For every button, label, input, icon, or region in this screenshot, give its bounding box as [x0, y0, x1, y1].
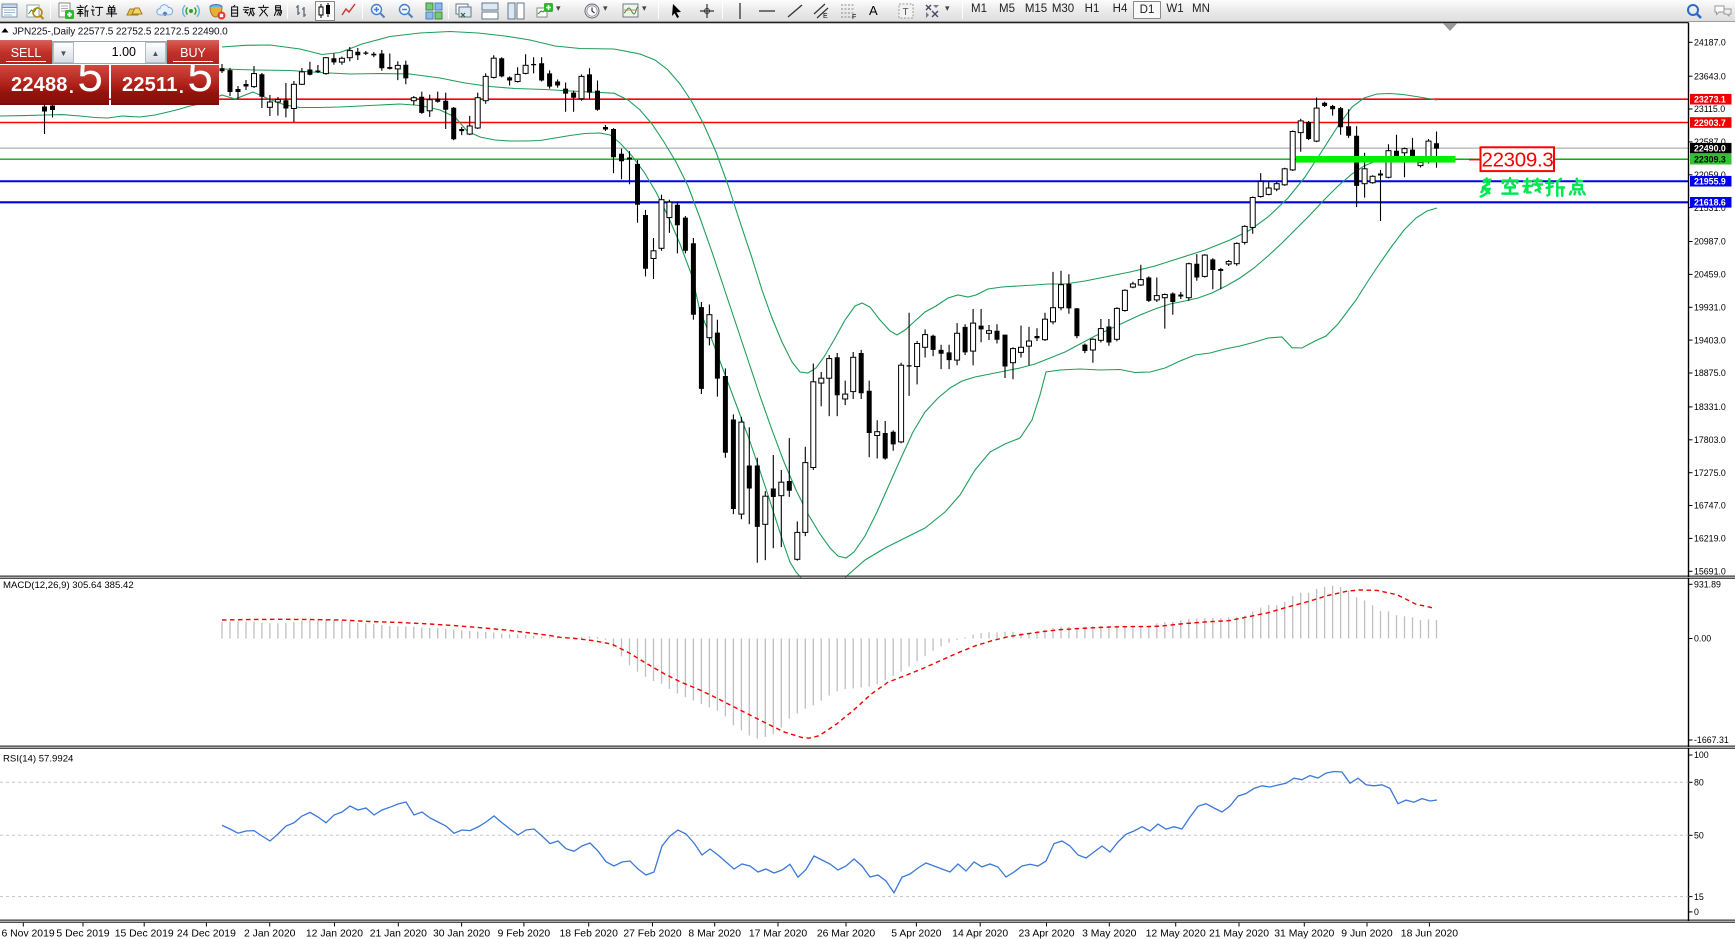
svg-text:6 Nov 2019: 6 Nov 2019 — [2, 929, 55, 939]
svg-text:22309.3: 22309.3 — [1694, 155, 1726, 165]
svg-text:MACD(12,26,9) 305.64 385.42: MACD(12,26,9) 305.64 385.42 — [3, 580, 134, 591]
svg-text:5 Apr 2020: 5 Apr 2020 — [891, 929, 941, 939]
svg-text:JPN225-,Daily 22577.5 22752.5: JPN225-,Daily 22577.5 22752.5 22172.5 22… — [13, 27, 229, 38]
svg-text:22059.0: 22059.0 — [1694, 170, 1726, 180]
svg-text:22587.0: 22587.0 — [1694, 137, 1726, 147]
svg-text:19403.0: 19403.0 — [1694, 335, 1726, 345]
svg-text:22490.0: 22490.0 — [1694, 144, 1726, 154]
svg-text:12 Jan 2020: 12 Jan 2020 — [306, 929, 363, 939]
svg-text:0: 0 — [1694, 907, 1699, 917]
svg-text:18875.0: 18875.0 — [1694, 368, 1726, 378]
svg-text:E: E — [823, 13, 828, 20]
svg-text:T: T — [903, 7, 909, 18]
svg-text:F: F — [852, 14, 856, 20]
svg-text:23115.0: 23115.0 — [1694, 104, 1725, 114]
svg-text:20987.0: 20987.0 — [1694, 237, 1726, 247]
svg-text:9 Jun 2020: 9 Jun 2020 — [1341, 929, 1393, 939]
svg-text:17803.0: 17803.0 — [1694, 435, 1726, 445]
svg-text:-1667.31: -1667.31 — [1694, 735, 1729, 745]
svg-text:18 Feb 2020: 18 Feb 2020 — [560, 929, 619, 939]
svg-text:17275.0: 17275.0 — [1694, 468, 1726, 478]
svg-text:100: 100 — [1694, 750, 1709, 760]
svg-text:14 Apr 2020: 14 Apr 2020 — [952, 929, 1008, 939]
svg-text:3 May 2020: 3 May 2020 — [1082, 929, 1137, 939]
svg-text:15691.0: 15691.0 — [1694, 567, 1726, 577]
svg-text:19931.0: 19931.0 — [1694, 303, 1726, 313]
svg-text:24 Dec 2019: 24 Dec 2019 — [177, 929, 236, 939]
svg-text:24187.0: 24187.0 — [1694, 38, 1726, 48]
svg-text:931.89: 931.89 — [1694, 580, 1721, 590]
svg-text:15: 15 — [1694, 892, 1704, 902]
svg-text:18 Jun 2020: 18 Jun 2020 — [1401, 929, 1458, 939]
svg-text:21 May 2020: 21 May 2020 — [1209, 929, 1269, 939]
svg-text:16219.0: 16219.0 — [1694, 534, 1726, 544]
svg-text:16747.0: 16747.0 — [1694, 501, 1726, 511]
svg-text:20459.0: 20459.0 — [1694, 270, 1726, 280]
svg-text:21955.9: 21955.9 — [1694, 177, 1726, 187]
svg-text:22903.7: 22903.7 — [1694, 118, 1726, 128]
svg-text:2 Jan 2020: 2 Jan 2020 — [244, 929, 296, 939]
svg-text:27 Feb 2020: 27 Feb 2020 — [623, 929, 682, 939]
svg-text:23 Apr 2020: 23 Apr 2020 — [1018, 929, 1074, 939]
svg-text:15 Dec 2019: 15 Dec 2019 — [115, 929, 174, 939]
svg-text:21531.0: 21531.0 — [1694, 203, 1726, 213]
svg-text:21 Jan 2020: 21 Jan 2020 — [370, 929, 427, 939]
svg-text:26 Mar 2020: 26 Mar 2020 — [817, 929, 876, 939]
svg-text:5 Dec 2019: 5 Dec 2019 — [56, 929, 109, 939]
svg-text:8 Mar 2020: 8 Mar 2020 — [688, 929, 741, 939]
svg-text:12 May 2020: 12 May 2020 — [1146, 929, 1206, 939]
svg-text:50: 50 — [1694, 831, 1704, 841]
svg-text:22309.3: 22309.3 — [1481, 149, 1553, 172]
svg-text:23273.1: 23273.1 — [1694, 95, 1726, 105]
svg-text:80: 80 — [1694, 778, 1704, 788]
svg-text:18331.0: 18331.0 — [1694, 402, 1726, 412]
svg-text:9 Feb 2020: 9 Feb 2020 — [498, 929, 551, 939]
svg-text:30 Jan 2020: 30 Jan 2020 — [433, 929, 490, 939]
svg-text:17 Mar 2020: 17 Mar 2020 — [749, 929, 808, 939]
svg-text:23643.0: 23643.0 — [1694, 71, 1726, 81]
svg-text:21618.6: 21618.6 — [1694, 198, 1726, 208]
svg-text:RSI(14) 57.9924: RSI(14) 57.9924 — [3, 754, 74, 765]
svg-text:0.00: 0.00 — [1694, 634, 1711, 644]
svg-text:31 May 2020: 31 May 2020 — [1274, 929, 1334, 939]
